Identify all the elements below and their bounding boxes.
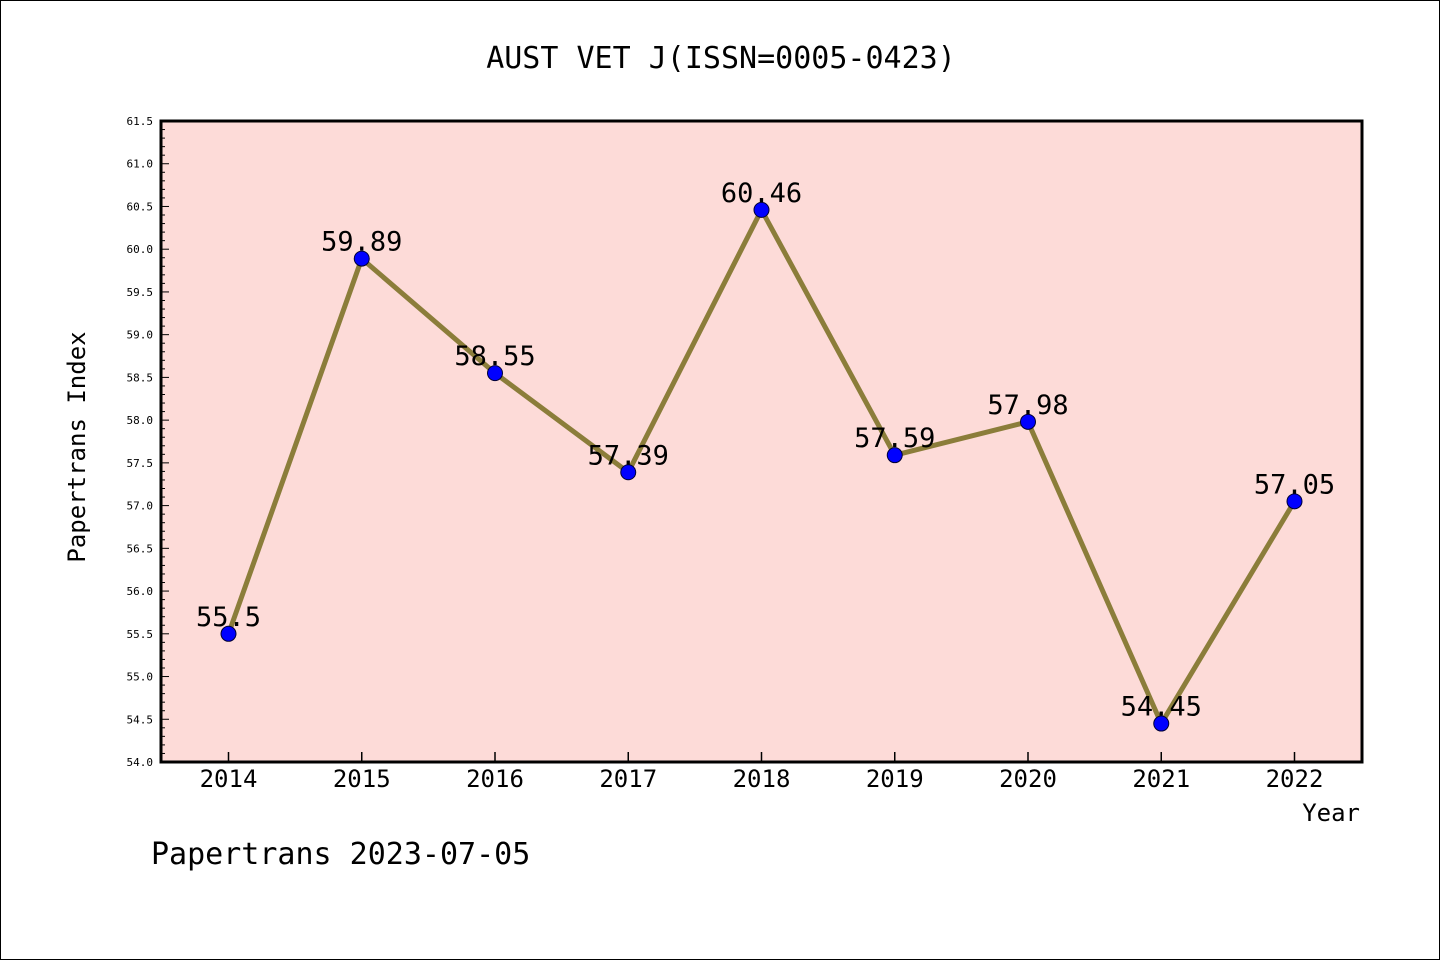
x-tick-label: 2015 [333, 765, 391, 793]
y-tick-label: 61.5 [127, 115, 154, 128]
y-tick-label: 59.5 [127, 286, 154, 299]
y-tick-label: 61.0 [127, 158, 154, 171]
data-label: 57.39 [588, 440, 669, 471]
x-tick-label: 2016 [466, 765, 524, 793]
data-point [353, 250, 370, 267]
data-label: 60.46 [721, 178, 802, 209]
y-tick-label: 55.5 [127, 628, 154, 641]
x-tick-label: 2018 [733, 765, 791, 793]
data-label: 54.45 [1121, 692, 1202, 723]
y-tick-label: 56.0 [127, 585, 154, 598]
chart-title: AUST VET J(ISSN=0005-0423) [486, 41, 956, 76]
y-axis-title: Papertrans Index [63, 331, 91, 562]
data-markers [220, 201, 1303, 732]
data-label: 57.05 [1254, 469, 1335, 500]
y-tick-label: 57.0 [127, 500, 154, 513]
y-tick-label: 58.0 [127, 414, 154, 427]
data-point [620, 464, 637, 481]
data-point [1020, 413, 1036, 430]
plot-area [159, 119, 1364, 764]
data-label: 59.89 [321, 227, 402, 258]
data-point [1286, 493, 1303, 510]
data-label: 57.98 [987, 390, 1068, 421]
data-point [753, 201, 770, 218]
y-tick-label: 57.5 [127, 457, 154, 470]
x-tick-label: 2020 [999, 765, 1057, 793]
data-point [220, 625, 237, 642]
x-tick-label: 2022 [1266, 765, 1324, 793]
y-tick-label: 60.5 [127, 200, 154, 213]
footer-note: Papertrans 2023-07-05 [151, 837, 530, 872]
y-tick-label: 54.0 [127, 756, 154, 769]
y-tick-label: 56.5 [127, 542, 154, 555]
x-tick-label: 2014 [200, 765, 258, 793]
y-tick-label: 59.0 [127, 329, 154, 342]
y-axis: 54.0 54.5 55.0 55.5 56.0 56.5 57.0 57.5 58.0 58.5… [127, 115, 169, 769]
x-tick-label: 2017 [599, 765, 657, 793]
y-tick-label: 54.5 [127, 713, 154, 726]
y-tick-label: 60.0 [127, 243, 154, 256]
x-axis-title: Year [1302, 799, 1360, 827]
y-tick-label: 58.5 [127, 371, 154, 384]
x-axis: 2014 2015 2016 2017 2018 2019 2020 2021 2022 [200, 752, 1324, 793]
x-tick-label: 2019 [866, 765, 924, 793]
data-labels: 55.5 59.89 58.55 57.39 60.46 57.59 57.98 54.45 5… [196, 178, 1335, 723]
data-label: 55.5 [196, 602, 261, 633]
data-point [1153, 715, 1170, 732]
x-tick-label: 2021 [1132, 765, 1190, 793]
data-point [886, 447, 903, 464]
data-label: 58.55 [454, 341, 535, 372]
data-label: 57.59 [854, 423, 935, 454]
y-tick-label: 55.0 [127, 671, 154, 684]
data-point [487, 365, 503, 382]
